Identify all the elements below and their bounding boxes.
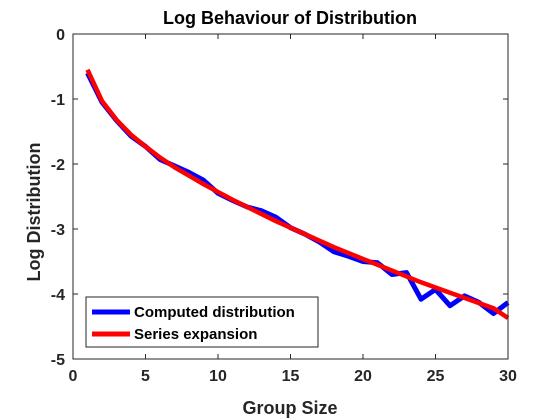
x-axis-title: Group Size <box>242 398 337 418</box>
y-tick-label: -3 <box>51 222 65 239</box>
x-tick-label: 0 <box>69 368 78 385</box>
legend-label: Series expansion <box>134 326 257 343</box>
legend: Computed distribution Series expansion <box>85 296 319 348</box>
ticks-layer: 0 5 10 15 20 25 30 0 -1 -2 -3 -4 -5 <box>51 27 517 385</box>
x-tick-label: 25 <box>427 368 445 385</box>
y-tick-label: 0 <box>56 27 65 44</box>
y-tick-label: -2 <box>51 157 65 174</box>
chart-title: Log Behaviour of Distribution <box>163 8 417 28</box>
x-tick-label: 10 <box>209 368 227 385</box>
series-line-series-expansion <box>85 68 510 320</box>
x-tick-label: 20 <box>354 368 372 385</box>
y-tick-label: -5 <box>51 352 65 369</box>
y-tick-label: -4 <box>51 287 65 304</box>
legend-label: Computed distribution <box>134 304 295 321</box>
x-tick-label: 15 <box>282 368 300 385</box>
legend-box <box>85 296 319 348</box>
x-tick-label: 5 <box>141 368 150 385</box>
series-layer <box>85 68 510 320</box>
x-tick-label: 30 <box>499 368 517 385</box>
y-axis-title: Log Distribution <box>24 143 44 282</box>
y-tick-label: -1 <box>51 92 65 109</box>
